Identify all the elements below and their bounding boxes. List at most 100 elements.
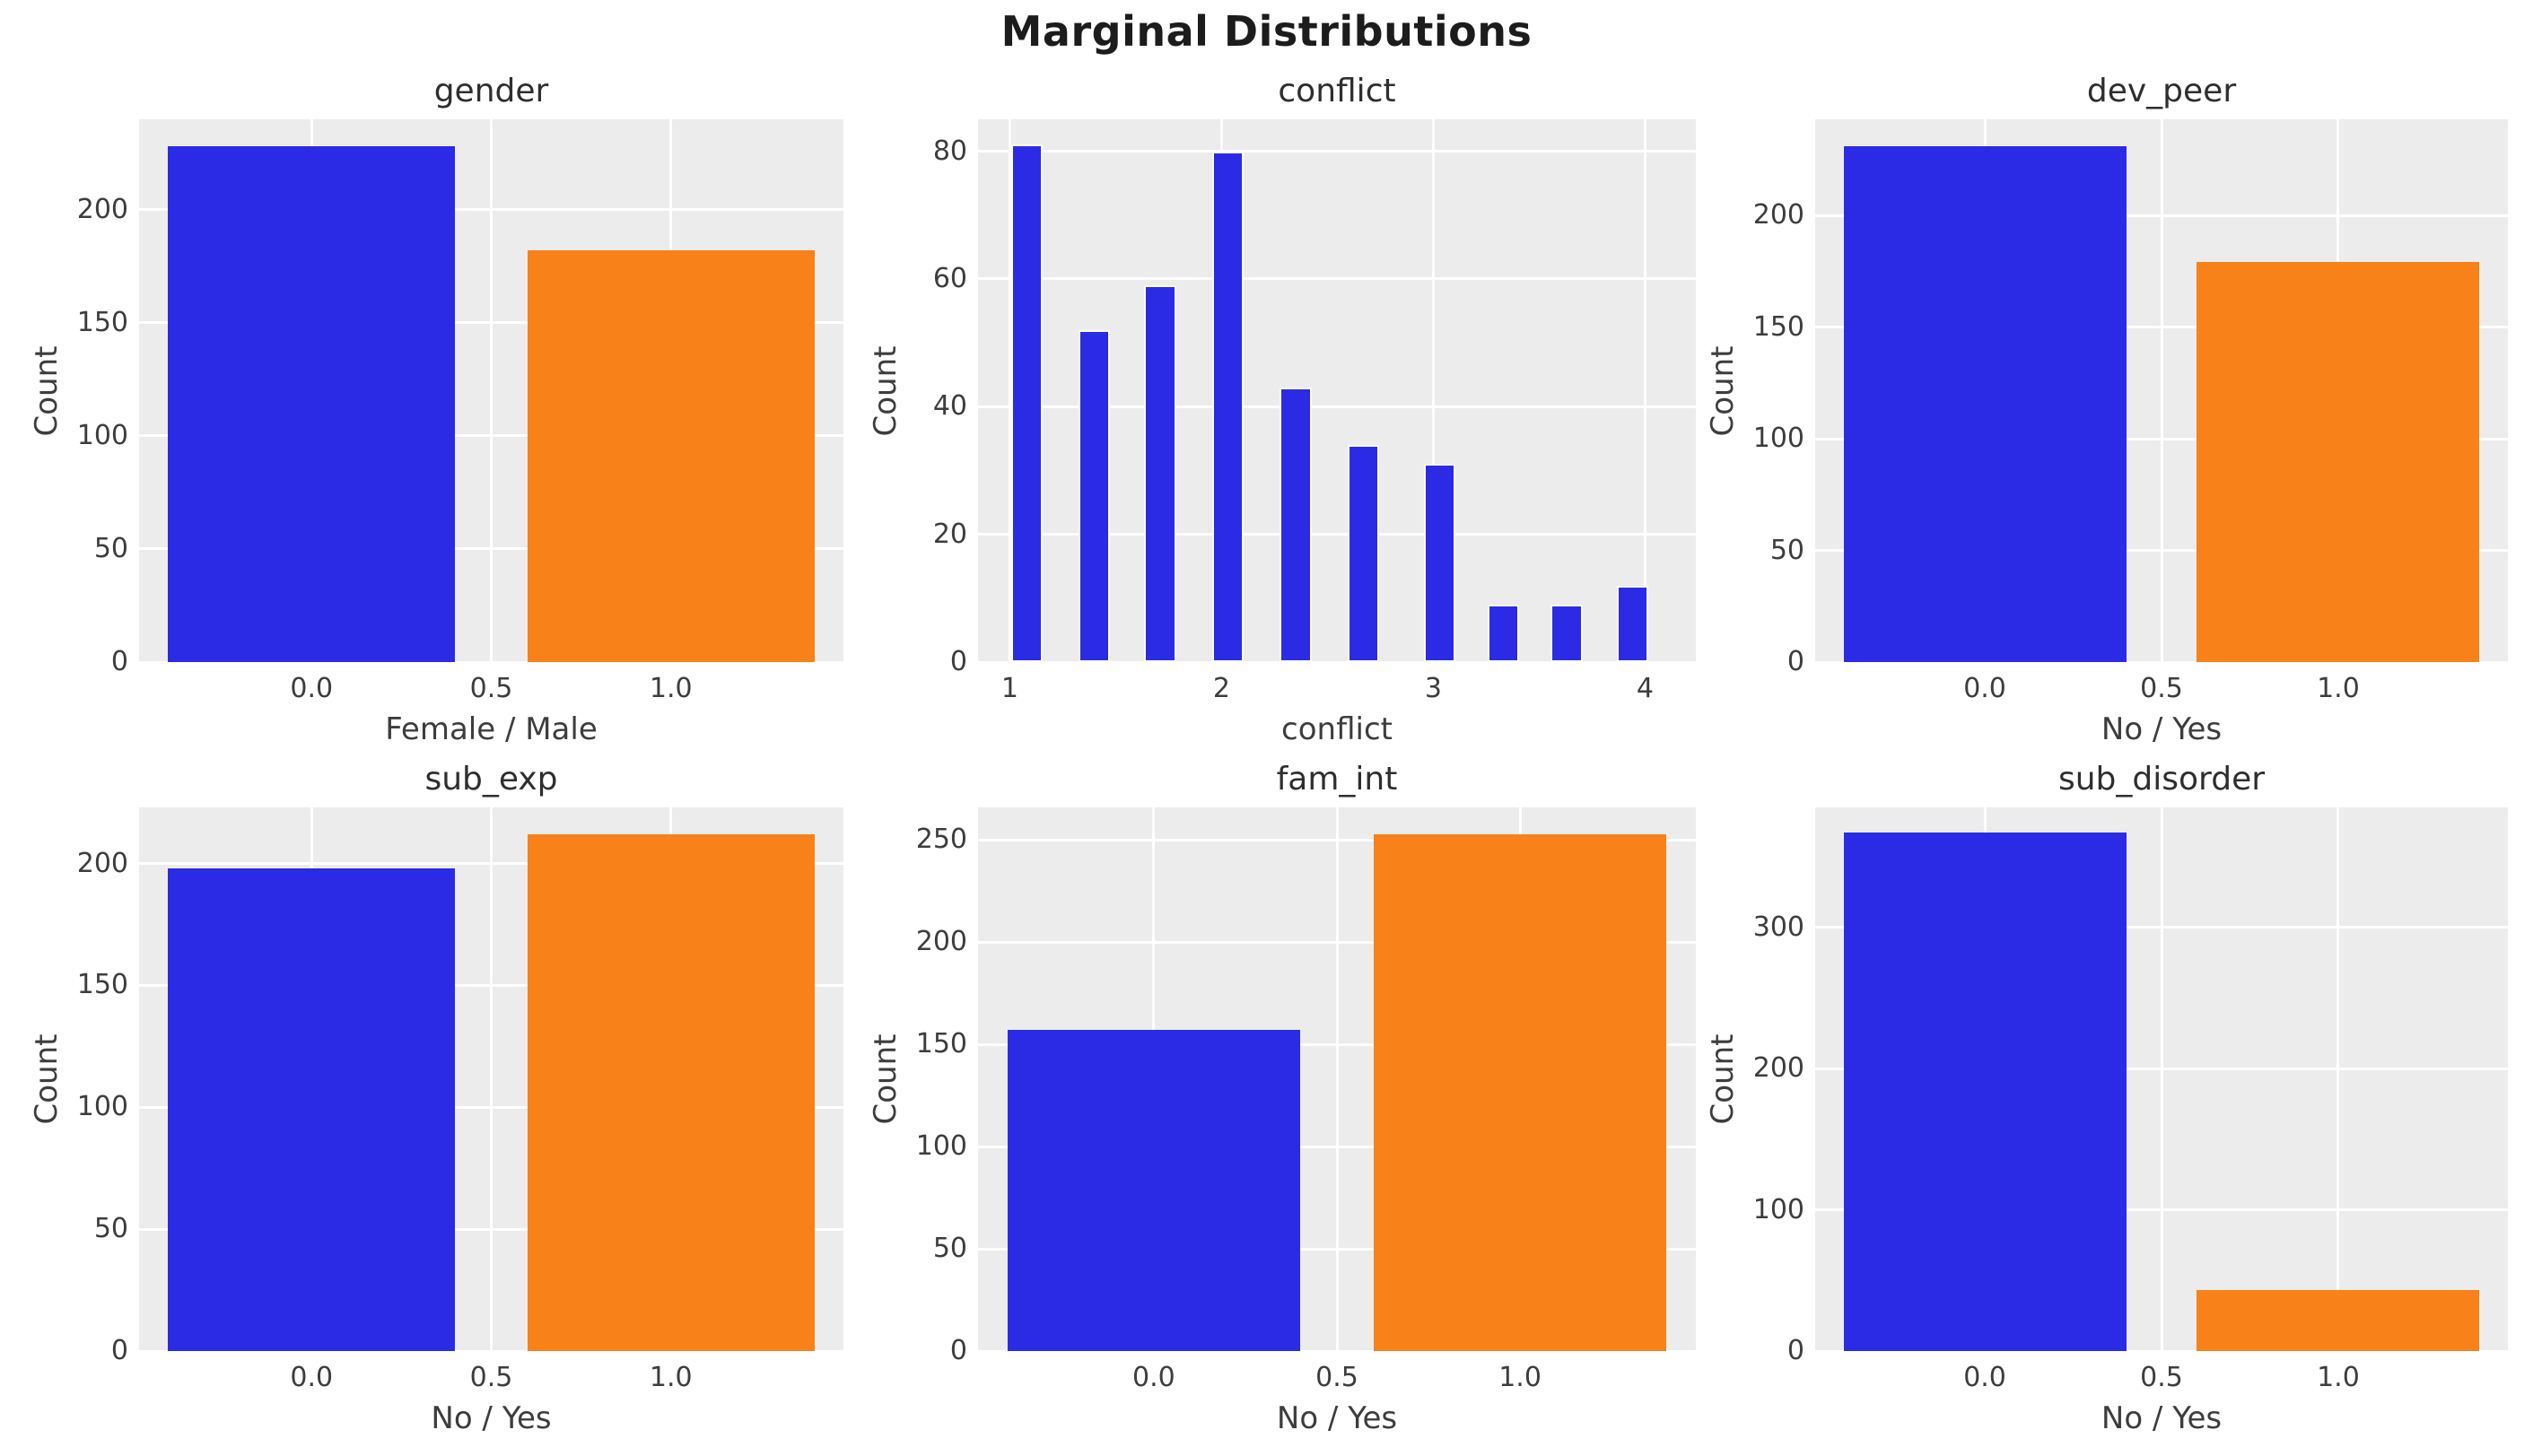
y-gridline xyxy=(139,660,843,664)
sub_disorder-bar-x1 xyxy=(2197,1290,2480,1351)
subplot-fam_int-plot-area xyxy=(978,807,1696,1353)
y-axis-label-gender: Count xyxy=(29,345,65,436)
y-gridline xyxy=(139,1349,843,1353)
y-tick-label: 20 xyxy=(932,518,967,550)
y-gridline xyxy=(1815,1349,2508,1353)
x-tick-label: 0.5 xyxy=(469,673,513,704)
x-tick-label: 1 xyxy=(1000,673,1018,704)
y-tick-label: 100 xyxy=(76,419,128,451)
x-tick-label: 0.0 xyxy=(1963,673,2006,704)
conflict-bar-x2.67 xyxy=(1347,445,1380,662)
y-tick-label: 100 xyxy=(1752,1193,1804,1225)
y-axis-label-conflict: Count xyxy=(868,345,904,436)
x-tick-label: 0.5 xyxy=(469,1362,513,1393)
x-axis-label-sub_exp: No / Yes xyxy=(431,1400,552,1436)
figure-title: Marginal Distributions xyxy=(1000,7,1533,56)
x-tick-label: 3 xyxy=(1424,673,1442,704)
x-gridline xyxy=(1431,119,1435,662)
subplot-gender-plot-area xyxy=(139,119,843,664)
x-tick-label: 0.5 xyxy=(2140,1362,2183,1393)
x-tick-label: 1.0 xyxy=(2317,673,2360,704)
y-tick-label: 50 xyxy=(93,532,128,564)
x-tick-label: 2 xyxy=(1212,673,1230,704)
x-tick-label: 1.0 xyxy=(1498,1362,1542,1393)
conflict-bar-x2.35 xyxy=(1280,387,1312,662)
y-gridline xyxy=(978,405,1696,408)
x-tick-label: 0.0 xyxy=(1963,1362,2006,1393)
sub_exp-bar-x1 xyxy=(527,833,815,1351)
x-gridline xyxy=(2336,807,2340,1351)
y-tick-label: 60 xyxy=(932,262,967,294)
y-gridline xyxy=(978,1349,1696,1353)
conflict-bar-x1.4 xyxy=(1079,329,1111,662)
conflict-bar-x1.08 xyxy=(1010,144,1043,662)
y-tick-label: 50 xyxy=(1769,534,1804,566)
x-tick-label: 0.5 xyxy=(1315,1362,1358,1393)
y-tick-label: 50 xyxy=(932,1233,967,1265)
x-gridline xyxy=(1643,119,1646,662)
y-gridline xyxy=(978,150,1696,153)
gender-bar-x0 xyxy=(168,146,456,662)
y-gridline xyxy=(978,660,1696,664)
y-tick-label: 300 xyxy=(1752,911,1804,943)
x-tick-label: 0.0 xyxy=(290,673,334,704)
y-tick-label: 0 xyxy=(1786,1335,1804,1366)
y-tick-label: 150 xyxy=(1752,310,1804,343)
subplot-sub_exp-plot-area xyxy=(139,807,843,1353)
x-tick-label: 0.5 xyxy=(2140,673,2183,704)
x-axis-label-gender: Female / Male xyxy=(385,711,598,747)
subplot-title-sub_disorder: sub_disorder xyxy=(2057,761,2266,798)
subplot-title-gender: gender xyxy=(433,73,549,109)
x-tick-label: 1.0 xyxy=(649,1362,693,1393)
x-axis-label-sub_disorder: No / Yes xyxy=(2101,1400,2223,1436)
x-tick-label: 0.0 xyxy=(1132,1362,1175,1393)
conflict-bar-x3.03 xyxy=(1423,464,1456,662)
fam_int-bar-x0 xyxy=(1007,1030,1301,1351)
y-tick-label: 100 xyxy=(915,1130,967,1163)
x-gridline xyxy=(1008,119,1011,662)
y-tick-label: 0 xyxy=(949,646,967,677)
y-tick-label: 80 xyxy=(932,135,967,167)
subplot-conflict-plot-area xyxy=(978,119,1696,664)
subplot-dev_peer-plot-area xyxy=(1815,119,2508,664)
x-tick-label: 0.0 xyxy=(290,1362,334,1393)
subplot-title-conflict: conflict xyxy=(1278,73,1396,109)
y-tick-label: 0 xyxy=(1786,646,1804,677)
x-tick-label: 1.0 xyxy=(2317,1362,2360,1393)
dev_peer-bar-x1 xyxy=(2197,262,2480,662)
gender-bar-x1 xyxy=(527,250,815,662)
fam_int-bar-x1 xyxy=(1373,833,1667,1351)
y-tick-label: 150 xyxy=(76,306,128,338)
dev_peer-bar-x0 xyxy=(1843,145,2127,662)
x-gridline xyxy=(490,807,493,1351)
y-gridline xyxy=(978,277,1696,281)
y-tick-label: 200 xyxy=(76,847,128,879)
conflict-bar-x3.33 xyxy=(1487,604,1519,662)
x-axis-label-fam_int: No / Yes xyxy=(1276,1400,1398,1436)
y-tick-label: 250 xyxy=(915,824,967,856)
y-tick-label: 100 xyxy=(1752,423,1804,455)
y-axis-label-fam_int: Count xyxy=(868,1033,904,1125)
x-gridline xyxy=(2160,119,2163,662)
y-tick-label: 150 xyxy=(76,969,128,1001)
x-axis-label-dev_peer: No / Yes xyxy=(2101,711,2223,747)
y-tick-label: 40 xyxy=(932,390,967,423)
subplot-title-fam_int: fam_int xyxy=(1276,761,1398,798)
y-axis-label-dev_peer: Count xyxy=(1705,345,1741,436)
x-tick-label: 1.0 xyxy=(649,673,693,704)
y-gridline xyxy=(978,533,1696,536)
x-tick-label: 4 xyxy=(1636,673,1654,704)
subplot-title-sub_exp: sub_exp xyxy=(424,761,558,798)
y-tick-label: 0 xyxy=(110,1335,128,1366)
sub_disorder-bar-x0 xyxy=(1843,833,2127,1351)
x-gridline xyxy=(1335,807,1339,1351)
subplot-sub_disorder-plot-area xyxy=(1815,807,2508,1353)
y-tick-label: 150 xyxy=(915,1028,967,1060)
y-tick-label: 200 xyxy=(76,193,128,225)
subplot-title-dev_peer: dev_peer xyxy=(2086,73,2237,109)
x-gridline xyxy=(2160,807,2163,1351)
conflict-bar-x3.63 xyxy=(1550,604,1583,662)
x-gridline xyxy=(490,119,493,662)
conflict-bar-x2.03 xyxy=(1211,151,1245,662)
